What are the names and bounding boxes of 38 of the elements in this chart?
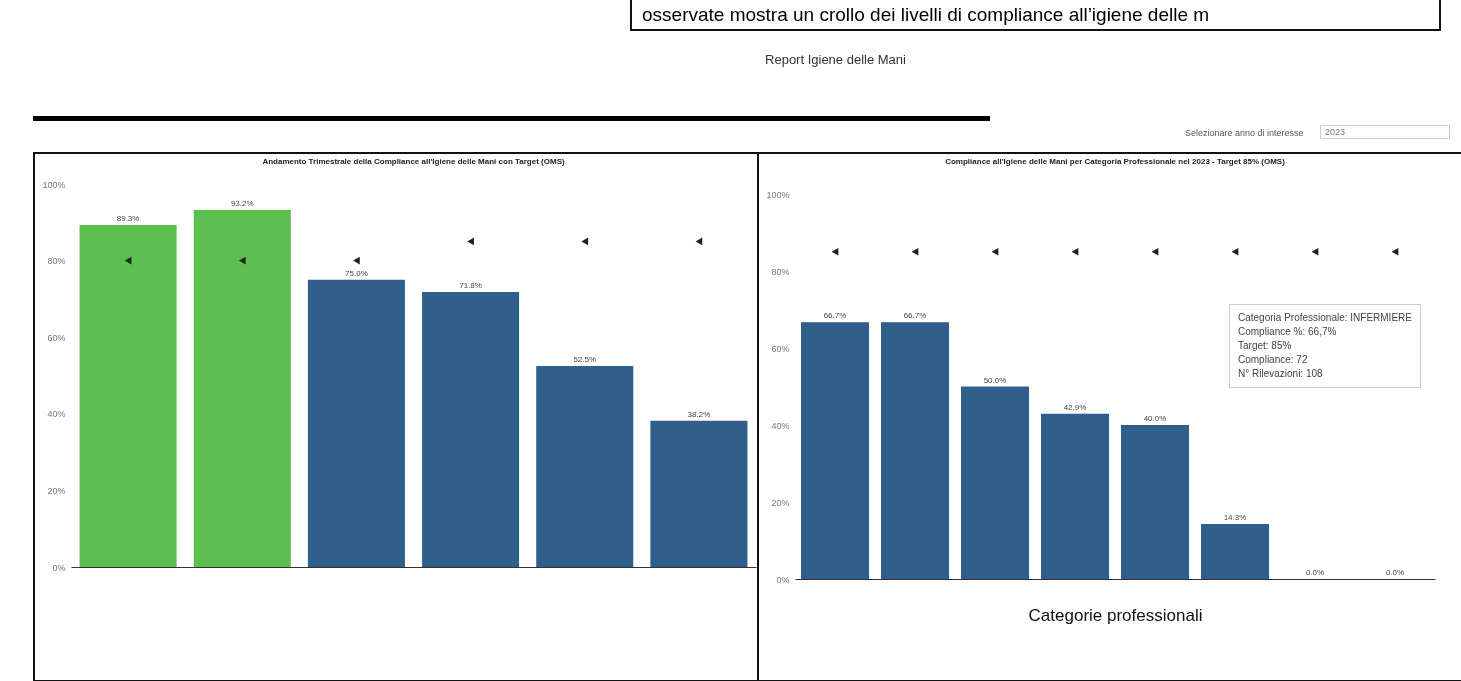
y-tick-label: 100% (766, 189, 790, 200)
data-label: 52.5% (573, 354, 597, 364)
data-label: 71.8% (459, 281, 482, 291)
data-label: 40.0% (1143, 414, 1167, 423)
y-tick-label: 40% (47, 409, 66, 420)
data-label: 93.2% (230, 199, 254, 209)
y-tick-label: 20% (47, 485, 66, 496)
data-label: 38.2% (687, 409, 711, 419)
data-label: 66.7% (823, 311, 847, 321)
text: Selezionare anno di interesse (1185, 128, 1304, 138)
data-label: 75.0% (345, 268, 368, 278)
data-label: 89.3% (116, 213, 140, 223)
y-tick-label: 0% (52, 562, 66, 573)
annotation: Compliance %: 66,7% (1238, 325, 1338, 339)
data-label: 50.0% (983, 375, 1007, 385)
text: 2023 (1320, 125, 1450, 139)
data-label: 42.9% (1063, 402, 1087, 412)
y-tick-label: 80% (47, 256, 66, 267)
data-label: 0.0% (1385, 568, 1405, 577)
chart-title: Compliance all'Igiene delle Mani per Categoria Professionale nel 2023 - Target 85% (OMS) (945, 157, 1286, 166)
annotation: Compliance: 72 (1238, 353, 1309, 367)
x-axis-title: Categorie professionali (1028, 605, 1203, 625)
annotation: Target: 85% (1238, 339, 1293, 353)
data-label: 0.0% (1305, 568, 1325, 577)
y-tick-label: 40% (771, 420, 790, 431)
data-label: 14.3% (1223, 512, 1247, 522)
y-tick-label: 80% (771, 266, 790, 277)
y-tick-label: 60% (47, 332, 66, 343)
chart-title: Andamento Trimestrale della Compliance all'Igiene delle Mani con Target (OMS) (262, 157, 565, 166)
text: Report Igiene delle Mani (764, 52, 907, 67)
annotation: N° Rilevazioni: 108 (1238, 367, 1324, 381)
text: osservate mostra un crollo dei livelli di compliance all’igiene delle m (630, 0, 1441, 31)
annotation: Categoria Professionale: INFERMIERE (1238, 311, 1412, 325)
data-label: 66.7% (903, 311, 927, 321)
y-tick-label: 20% (771, 497, 790, 508)
y-tick-label: 0% (776, 574, 790, 585)
y-tick-label: 100% (42, 179, 66, 190)
y-tick-label: 60% (771, 343, 790, 354)
